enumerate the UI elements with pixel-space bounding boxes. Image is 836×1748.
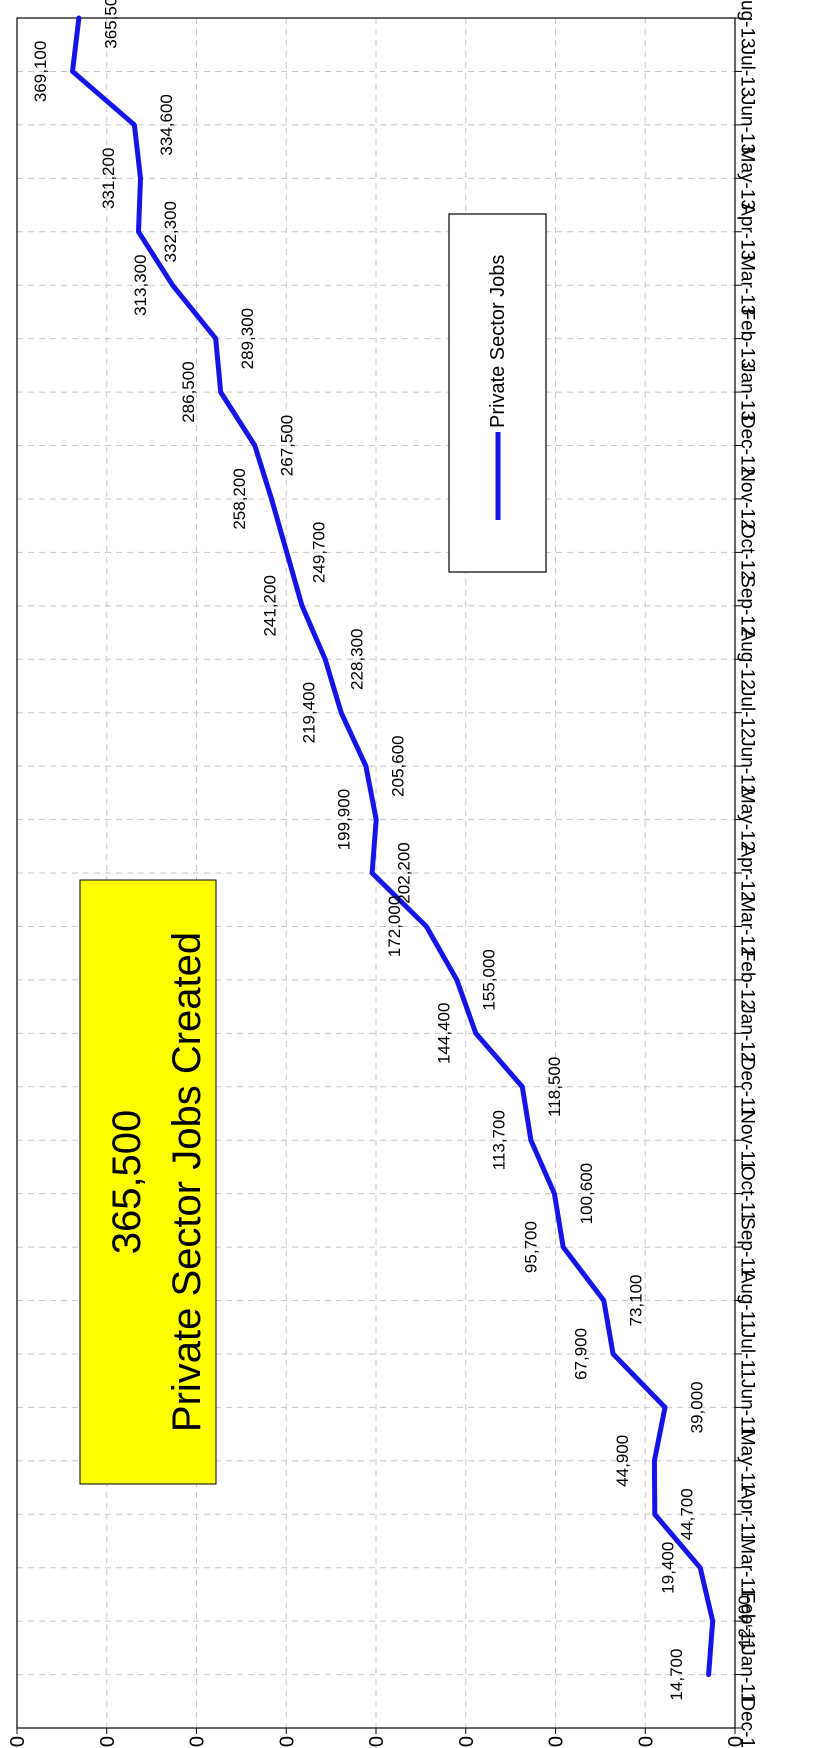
category-tick-label: Jan-13 xyxy=(737,363,758,421)
legend: Private Sector Jobs xyxy=(448,213,547,573)
category-tick-label: Jun-12 xyxy=(737,737,758,795)
data-label: 14,700 xyxy=(667,1649,686,1701)
category-tick-label: Feb-12 xyxy=(737,950,758,1010)
data-label: 205,600 xyxy=(388,735,407,796)
data-labels: 14,700 12,400 19,400 44,700 44,900 39,000 67,9… xyxy=(31,0,754,1701)
category-tick-label: Dec-12 xyxy=(737,415,758,476)
category-tick-label: Aug-12 xyxy=(737,629,758,690)
value-tick-label: 150,000 xyxy=(456,1736,478,1748)
data-label: 241,200 xyxy=(261,575,280,636)
category-tick-label: Oct-11 xyxy=(737,1166,758,1222)
category-tick-label: Aug-11 xyxy=(737,1271,758,1331)
data-label: 44,900 xyxy=(613,1435,632,1487)
data-label: 172,000 xyxy=(385,896,404,957)
data-label: 332,300 xyxy=(161,201,180,262)
value-tick-label: 0 xyxy=(725,1736,747,1747)
data-label: 155,000 xyxy=(479,949,498,1010)
category-tick-label: Jun-13 xyxy=(737,96,758,154)
category-tick-label: Oct-12 xyxy=(737,524,758,581)
data-label: 67,900 xyxy=(572,1328,591,1380)
category-tick-label: Sep-11 xyxy=(737,1217,758,1277)
data-label: 219,400 xyxy=(300,682,319,743)
data-label: 334,600 xyxy=(157,94,176,155)
value-tick-label: 100,000 xyxy=(546,1736,568,1748)
data-label: 313,300 xyxy=(131,254,150,315)
category-tick-label: Jul-13 xyxy=(737,46,758,98)
data-label: 118,500 xyxy=(545,1057,564,1117)
value-tick-label: 300,000 xyxy=(187,1736,209,1748)
category-tick-label: May-11 xyxy=(737,1430,758,1492)
data-label: 73,100 xyxy=(626,1275,645,1327)
annotation-caption: Private Sector Jobs Created xyxy=(165,932,209,1432)
category-tick-label: Nov-12 xyxy=(737,468,758,529)
annotation-box: 365,500 Private Sector Jobs Created xyxy=(79,879,217,1485)
data-label: 289,300 xyxy=(238,308,257,369)
value-tick-label: 200,000 xyxy=(366,1736,388,1748)
data-label: 365,500 xyxy=(101,0,120,49)
data-label: 331,200 xyxy=(99,148,118,209)
data-label: 12,400 xyxy=(735,1595,754,1647)
data-label: 286,500 xyxy=(179,361,198,422)
category-tick-label: Dec-11 xyxy=(737,1057,758,1117)
axes: 0 50,000 100,000 150,000 200,000 250,000 300,0… xyxy=(7,0,758,1748)
value-tick-label: 400,000 xyxy=(7,1736,29,1748)
data-label: 202,200 xyxy=(395,842,414,903)
category-tick-label: Jul-12 xyxy=(737,687,758,739)
data-label: 199,900 xyxy=(335,789,354,850)
data-label: 258,200 xyxy=(230,468,249,529)
data-label: 19,400 xyxy=(659,1542,678,1594)
category-tick-label: Mar-11 xyxy=(737,1538,758,1597)
data-label: 44,700 xyxy=(677,1488,696,1540)
series-layer xyxy=(70,15,716,1678)
category-tick-label: May-12 xyxy=(737,788,758,851)
category-tick-label: Apr-13 xyxy=(737,203,758,260)
category-tick-label: Apr-11 xyxy=(737,1486,758,1542)
category-tick-label: Jul-11 xyxy=(737,1329,758,1379)
annotation-total: 365,500 xyxy=(105,1110,149,1255)
data-label: 267,500 xyxy=(277,415,296,476)
plot-frame xyxy=(16,17,736,1729)
category-tick-label: Nov-11 xyxy=(737,1110,758,1170)
value-tick-label: 350,000 xyxy=(97,1736,119,1748)
data-label: 39,000 xyxy=(687,1381,706,1433)
data-label: 100,600 xyxy=(577,1163,596,1224)
category-tick-label: Aug-13 xyxy=(737,0,758,49)
category-tick-label: Apr-12 xyxy=(737,844,758,901)
category-tick-label: Mar-12 xyxy=(737,896,758,956)
category-tick-label: Mar-13 xyxy=(737,255,758,315)
data-label: 249,700 xyxy=(309,522,328,583)
annotation-background xyxy=(79,879,217,1485)
data-label: 228,300 xyxy=(348,629,367,690)
value-tick-label: 250,000 xyxy=(276,1736,298,1748)
category-tick-label: Feb-13 xyxy=(737,309,758,369)
category-tick-label: Jan-12 xyxy=(737,1004,758,1062)
series-line-private-sector-jobs xyxy=(70,15,716,1678)
category-tick-label: Sep-12 xyxy=(737,575,758,636)
category-tick-label: Dec-10 xyxy=(737,1697,758,1748)
data-label: 95,700 xyxy=(522,1221,541,1273)
category-tick-label: Feb-11 xyxy=(737,1592,758,1651)
legend-series-name: Private Sector Jobs xyxy=(487,255,509,428)
category-tick-label: May-13 xyxy=(737,147,758,210)
category-tick-label: Jan-11 xyxy=(737,1646,758,1703)
category-tick-label: Jun-11 xyxy=(737,1379,758,1436)
data-label: 113,700 xyxy=(489,1110,508,1170)
data-label: 369,100 xyxy=(31,41,50,102)
data-label: 144,400 xyxy=(434,1003,453,1064)
value-tick-label: 50,000 xyxy=(635,1736,657,1748)
